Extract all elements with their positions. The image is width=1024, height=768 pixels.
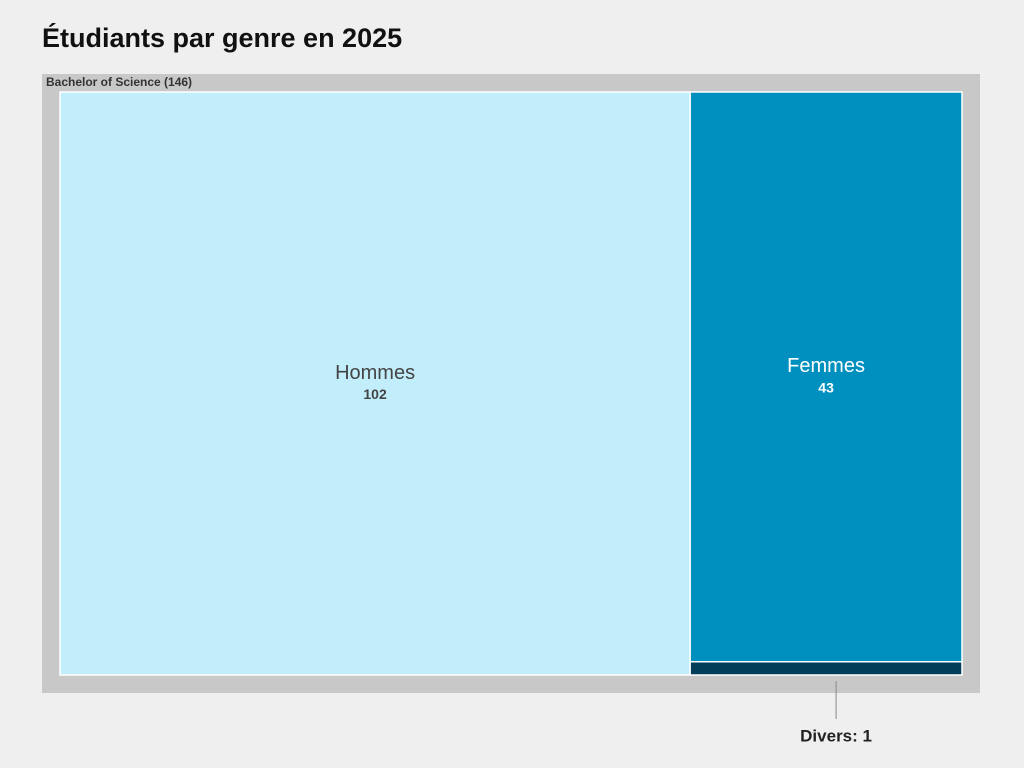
tile-label: Femmes <box>787 355 865 377</box>
chart-title: Étudiants par genre en 2025 <box>42 22 402 53</box>
group-label: Bachelor of Science (146) <box>46 75 192 89</box>
tile <box>689 661 963 676</box>
tile-label: Hommes <box>335 362 415 384</box>
tile <box>59 91 691 676</box>
tile-value: 43 <box>818 380 834 396</box>
tile-callout: Divers: 1 <box>800 726 872 745</box>
tile-value: 102 <box>363 386 387 402</box>
tile <box>689 91 963 663</box>
